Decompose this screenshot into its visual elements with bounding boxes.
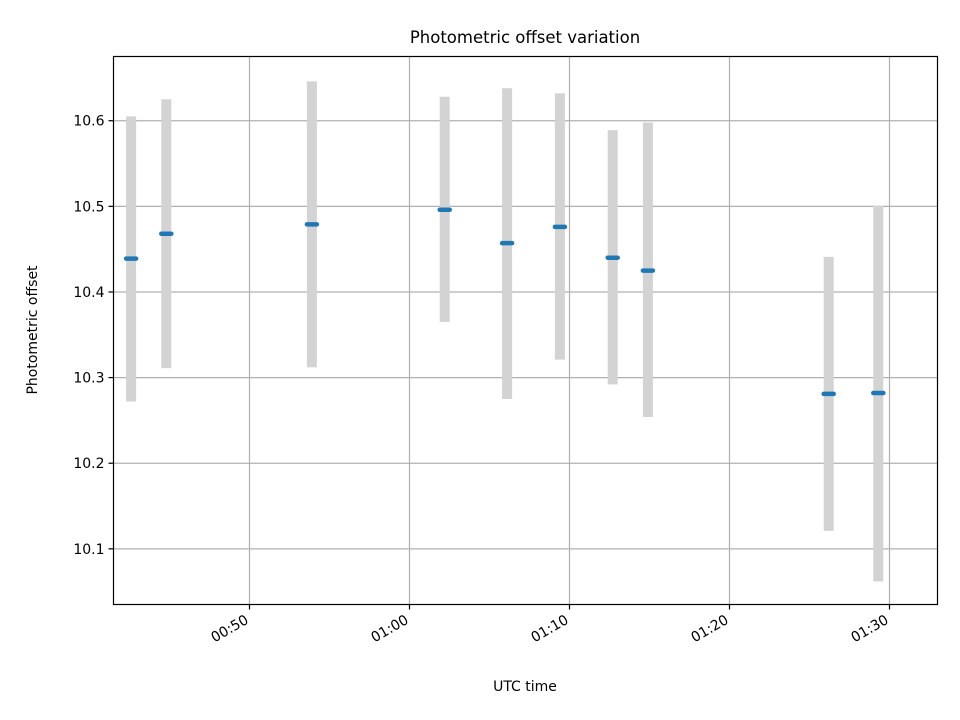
y-tick-label: 10.4 [73,285,104,301]
plot-frame [112,55,939,606]
data-points [123,207,886,397]
y-tick-label: 10.3 [73,371,104,387]
x-axis-label: UTC time [493,679,557,695]
y-tick-label: 10.1 [73,542,104,558]
y-tick-label: 10.2 [73,456,104,472]
chart-title: Photometric offset variation [410,28,640,47]
grid-lines [113,56,938,605]
y-axis-ticks: 10.1 10.2 10.3 10.4 10.5 10.6 [73,114,114,558]
y-axis-label: Photometric offset [25,265,41,395]
y-tick-label: 10.6 [73,114,104,130]
y-tick-label: 10.5 [73,199,104,215]
